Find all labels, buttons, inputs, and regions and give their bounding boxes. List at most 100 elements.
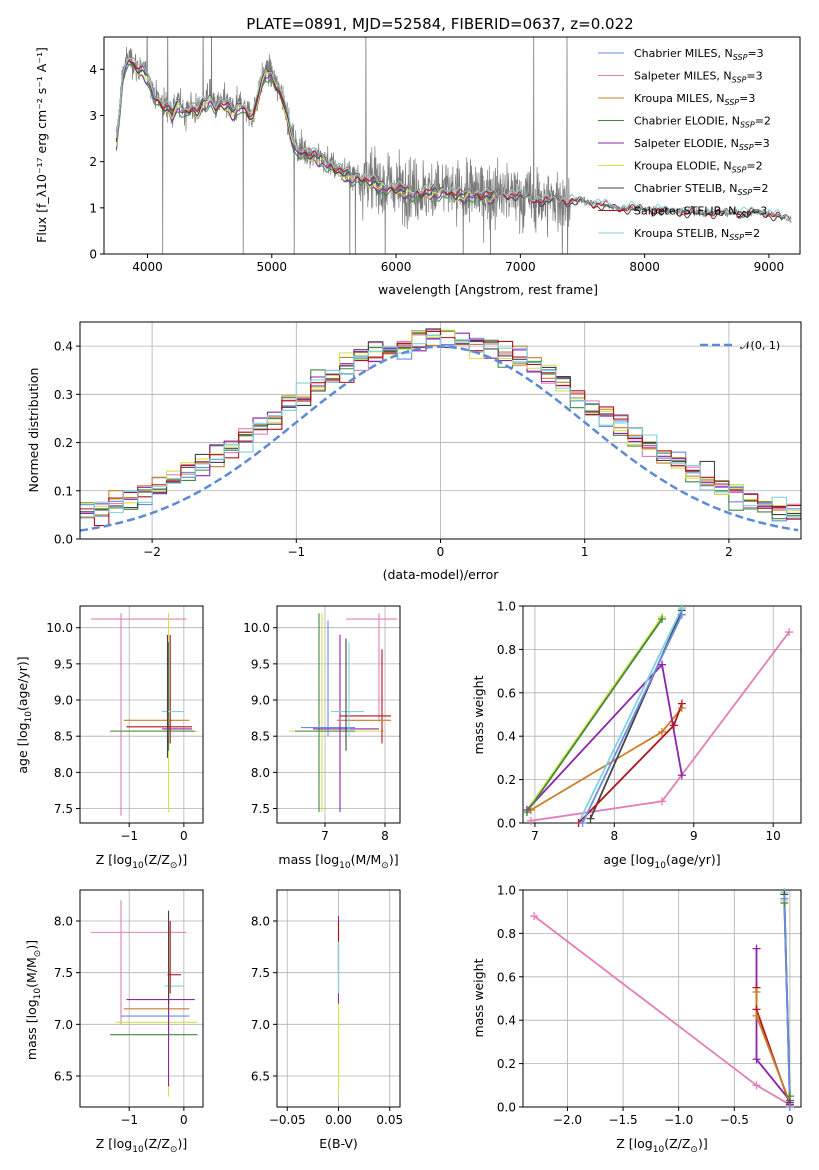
legend-sub: SSP bbox=[739, 143, 754, 152]
x-tick-label: 8 bbox=[611, 829, 619, 843]
label-sub: 10 bbox=[132, 861, 144, 871]
axes-frame bbox=[522, 605, 802, 824]
mass-age-x-label: mass [log10(M/M⊙)] bbox=[278, 852, 398, 871]
axes-frame-Z_vs_weight: −2.0 −1.5 −1.0 −0.5 0 0.0 0.2 0.4 0.6 0.8 1.0 Z [lo… bbox=[471, 884, 802, 1155]
y-tick-label: 7.5 bbox=[54, 966, 73, 980]
y-tick-label: 10.0 bbox=[243, 621, 270, 635]
label-sub: 10 bbox=[339, 861, 351, 871]
legend-text: Chabrier MILES, N bbox=[634, 47, 733, 60]
series-line-kroupa-stelib bbox=[577, 607, 683, 823]
series-marker bbox=[658, 727, 666, 736]
plot-area-Z_vs_weight bbox=[533, 892, 791, 1107]
y-tick-label: 7.5 bbox=[251, 966, 270, 980]
y-tick-label: 0.4 bbox=[497, 1014, 516, 1028]
label-part: )] bbox=[698, 1136, 708, 1151]
label-sub: 10 bbox=[24, 711, 34, 723]
plot-area-Z_vs_mass bbox=[90, 900, 198, 1097]
histogram-salpeter-stelib bbox=[80, 330, 801, 527]
y-tick-label: 0.2 bbox=[54, 436, 73, 450]
y-tick-label: 9.5 bbox=[54, 657, 73, 671]
series-marker bbox=[785, 1092, 794, 1101]
z-mass-y-label: mass [log10(M/M⊙)] bbox=[24, 940, 43, 1060]
x-tick-label: −1 bbox=[120, 829, 138, 843]
z-mass-x-label: Z [log10(Z/Z⊙)] bbox=[96, 1136, 187, 1155]
y-tick-label: 0.0 bbox=[54, 533, 73, 547]
legend-text: Kroupa MILES, N bbox=[634, 92, 724, 105]
y-tick-label: 1.0 bbox=[497, 884, 516, 898]
series-marker bbox=[752, 987, 761, 996]
label-part: (age/yr)] bbox=[15, 656, 30, 711]
x-tick-label: −1 bbox=[120, 1113, 138, 1127]
x-tick-label: 7000 bbox=[505, 260, 536, 274]
legend-entry: Kroupa ELODIE, NSSP=2 bbox=[634, 160, 763, 175]
legend-text: Salpeter MILES, N bbox=[634, 70, 732, 83]
axes-mass_vs_age: 7 8 7.5 8.0 8.5 9.0 9.5 10.0 mass [log10(M/M⊙)] bbox=[243, 605, 401, 871]
label-sub: 10 bbox=[655, 861, 667, 871]
plot-area-age_vs_weight bbox=[526, 607, 790, 823]
x-tick-label: 6000 bbox=[381, 260, 412, 274]
series-line-chabrier-miles bbox=[783, 898, 791, 1107]
legend-text: =2 bbox=[746, 160, 762, 173]
spectrum-y-label: Flux [f_λ10⁻¹⁷ erg cm⁻² s⁻¹ A⁻¹] bbox=[34, 47, 49, 243]
legend-text: Chabrier ELODIE, N bbox=[634, 115, 740, 128]
legend-entry: 𝒩(0, 1) bbox=[740, 339, 780, 352]
label-part: )] bbox=[177, 1136, 187, 1151]
z-age-x-label: Z [log10(Z/Z⊙)] bbox=[96, 852, 187, 871]
spectrum-model-salpeter-stelib bbox=[115, 59, 792, 223]
legend-entry: Chabrier STELIB, NSSP=2 bbox=[634, 182, 768, 197]
label-part: (Z/Z bbox=[144, 1136, 170, 1151]
y-tick-label: 0 bbox=[89, 248, 97, 262]
legend-entry: Chabrier ELODIE, NSSP=2 bbox=[634, 115, 771, 130]
label-part: Z [log bbox=[96, 1136, 132, 1151]
y-tick-label: 4 bbox=[89, 63, 97, 77]
series-line-kroupa-miles bbox=[755, 992, 791, 1104]
series-marker bbox=[785, 628, 794, 637]
x-tick-label: 0 bbox=[180, 829, 188, 843]
y-tick-label: 8.0 bbox=[251, 766, 270, 780]
series-marker bbox=[677, 610, 686, 619]
legend-entry: Salpeter MILES, NSSP=3 bbox=[634, 70, 763, 85]
legend-entry: Kroupa MILES, NSSP=3 bbox=[634, 92, 755, 107]
y-tick-label: 0.2 bbox=[497, 1057, 516, 1071]
legend-sub: SSP bbox=[729, 233, 744, 242]
x-tick-label: −2.0 bbox=[553, 1113, 582, 1127]
y-tick-label: 0.8 bbox=[497, 927, 516, 941]
legend-text: Salpeter STELIB, N bbox=[634, 205, 736, 218]
series-marker bbox=[530, 912, 539, 921]
y-tick-label: 10.0 bbox=[46, 621, 73, 635]
label-sub: 10 bbox=[33, 988, 43, 1000]
legend-text: =3 bbox=[754, 137, 770, 150]
y-tick-label: 8.0 bbox=[54, 766, 73, 780]
label-sub: 10 bbox=[653, 1145, 665, 1155]
label-part: )] bbox=[177, 852, 187, 867]
y-tick-label: 8.0 bbox=[54, 915, 73, 929]
x-tick-label: 7 bbox=[321, 829, 329, 843]
axes-frame bbox=[522, 889, 802, 1108]
y-tick-label: 6.5 bbox=[54, 1070, 73, 1084]
legend-text: =3 bbox=[739, 92, 755, 105]
legend-text: =3 bbox=[746, 70, 762, 83]
legend-entry: Salpeter STELIB, NSSP=3 bbox=[634, 205, 767, 220]
series-marker bbox=[752, 1055, 761, 1064]
z-weight-y-label: mass weight bbox=[471, 958, 486, 1037]
z-weight-x-label: Z [log10(Z/Z⊙)] bbox=[616, 1136, 707, 1155]
legend-text: =3 bbox=[747, 47, 763, 60]
x-tick-label: 0 bbox=[180, 1113, 188, 1127]
label-part: )] bbox=[24, 940, 39, 950]
series-marker bbox=[586, 814, 595, 823]
histogram-kroupa-stelib bbox=[80, 335, 801, 518]
y-tick-label: 0.6 bbox=[497, 970, 516, 984]
axes-frame bbox=[79, 605, 204, 824]
y-tick-label: 0.4 bbox=[54, 340, 73, 354]
axes-residuals: −2 −1 0 1 2 0.0 0.1 0.2 0.3 0.4 𝒩(0, 1) (data-model… bbox=[26, 321, 802, 582]
x-tick-label: 9000 bbox=[754, 260, 785, 274]
x-tick-label: 7 bbox=[531, 829, 539, 843]
spectrum-data-line bbox=[116, 37, 792, 254]
label-part: mass [log bbox=[278, 852, 339, 867]
label-part: Z [log bbox=[96, 852, 132, 867]
label-part: )] bbox=[389, 852, 399, 867]
x-tick-label: −1.5 bbox=[609, 1113, 638, 1127]
axes-ebv_vs_mass: −0.05 0.00 0.05 6.5 7.0 7.5 8.0 E(B-V) bbox=[251, 889, 403, 1151]
x-tick-label: −2 bbox=[143, 545, 161, 559]
